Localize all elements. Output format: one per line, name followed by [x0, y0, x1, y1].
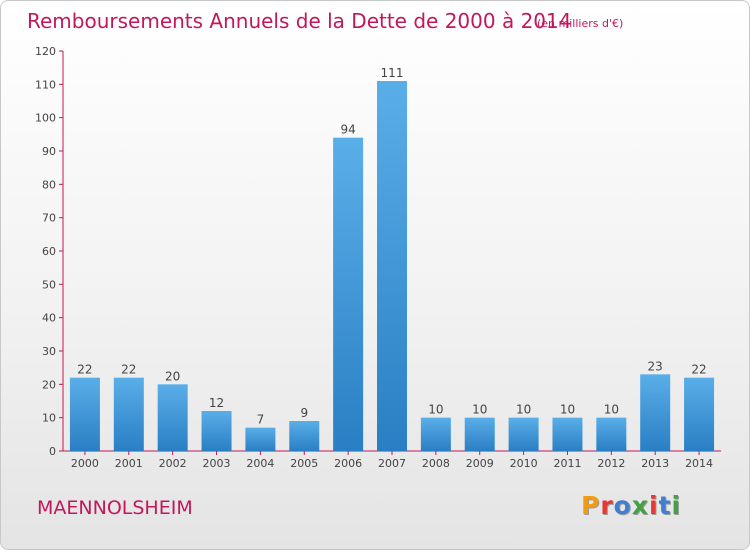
bar [333, 137, 364, 451]
bar [157, 384, 188, 451]
x-tick-label: 2001 [115, 457, 143, 470]
logo-letter: i [649, 491, 659, 520]
bar-value-label: 111 [381, 66, 404, 80]
x-tick-label: 2009 [466, 457, 494, 470]
bar-value-label: 10 [472, 403, 487, 417]
x-tick-label: 2014 [685, 457, 713, 470]
x-tick-label: 2004 [246, 457, 274, 470]
x-tick-label: 2013 [641, 457, 669, 470]
bar [289, 421, 320, 451]
bar-value-label: 12 [209, 396, 224, 410]
bar-value-label: 10 [604, 403, 619, 417]
x-tick-label: 2008 [422, 457, 450, 470]
bar-value-label: 9 [300, 406, 308, 420]
y-tick-label: 10 [42, 412, 56, 425]
unit-label: (en milliers d'€) [537, 17, 624, 30]
bar [508, 417, 539, 451]
x-tick-label: 2010 [510, 457, 538, 470]
x-tick-label: 2011 [553, 457, 581, 470]
y-tick-label: 80 [42, 178, 56, 191]
bar [596, 417, 627, 451]
logo-letter: r [600, 491, 614, 520]
bar [464, 417, 495, 451]
y-tick-label: 50 [42, 278, 56, 291]
y-tick-label: 30 [42, 345, 56, 358]
y-tick-label: 90 [42, 145, 56, 158]
bar-value-label: 22 [121, 363, 136, 377]
proxiti-logo: Proxiti [581, 491, 681, 520]
logo-letter: o [613, 491, 632, 520]
bar-value-label: 22 [691, 363, 706, 377]
bar-value-label: 10 [516, 403, 531, 417]
x-tick-label: 2002 [159, 457, 187, 470]
bar [201, 411, 232, 451]
bar-value-label: 20 [165, 369, 180, 383]
bar [377, 81, 407, 451]
bar-value-label: 10 [560, 403, 575, 417]
y-tick-label: 100 [35, 112, 56, 125]
bar [552, 417, 583, 451]
bar [420, 417, 451, 451]
bar [113, 377, 144, 451]
y-tick-label: 70 [42, 212, 56, 225]
bar [684, 377, 715, 451]
y-tick-label: 40 [42, 312, 56, 325]
bar [245, 427, 276, 451]
logo-letter: i [671, 491, 682, 520]
bar-value-label: 94 [340, 123, 355, 137]
y-tick-label: 60 [42, 245, 56, 258]
x-tick-label: 2007 [378, 457, 406, 470]
y-tick-label: 0 [49, 445, 56, 458]
y-tick-label: 20 [42, 378, 56, 391]
bar-value-label: 7 [257, 413, 265, 427]
x-tick-label: 2006 [334, 457, 362, 470]
bar-value-label: 23 [648, 359, 663, 373]
bar [640, 374, 671, 451]
x-tick-label: 2005 [290, 457, 318, 470]
logo-letter: x [631, 491, 649, 520]
x-tick-label: 2012 [597, 457, 625, 470]
bar-value-label: 22 [77, 363, 92, 377]
bar-value-label: 10 [428, 403, 443, 417]
y-tick-label: 110 [35, 78, 56, 91]
chart-title: Remboursements Annuels de la Dette de 20… [27, 9, 572, 33]
commune-name: MAENNOLSHEIM [37, 497, 193, 519]
logo-letter: P [581, 491, 601, 520]
x-tick-label: 2003 [203, 457, 231, 470]
y-tick-label: 120 [35, 45, 56, 58]
x-tick-label: 2000 [71, 457, 99, 470]
bar [69, 377, 100, 451]
logo-letter: t [658, 491, 672, 520]
